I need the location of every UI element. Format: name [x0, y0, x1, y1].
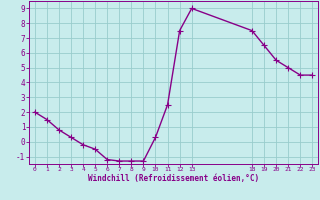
X-axis label: Windchill (Refroidissement éolien,°C): Windchill (Refroidissement éolien,°C)	[88, 174, 259, 183]
